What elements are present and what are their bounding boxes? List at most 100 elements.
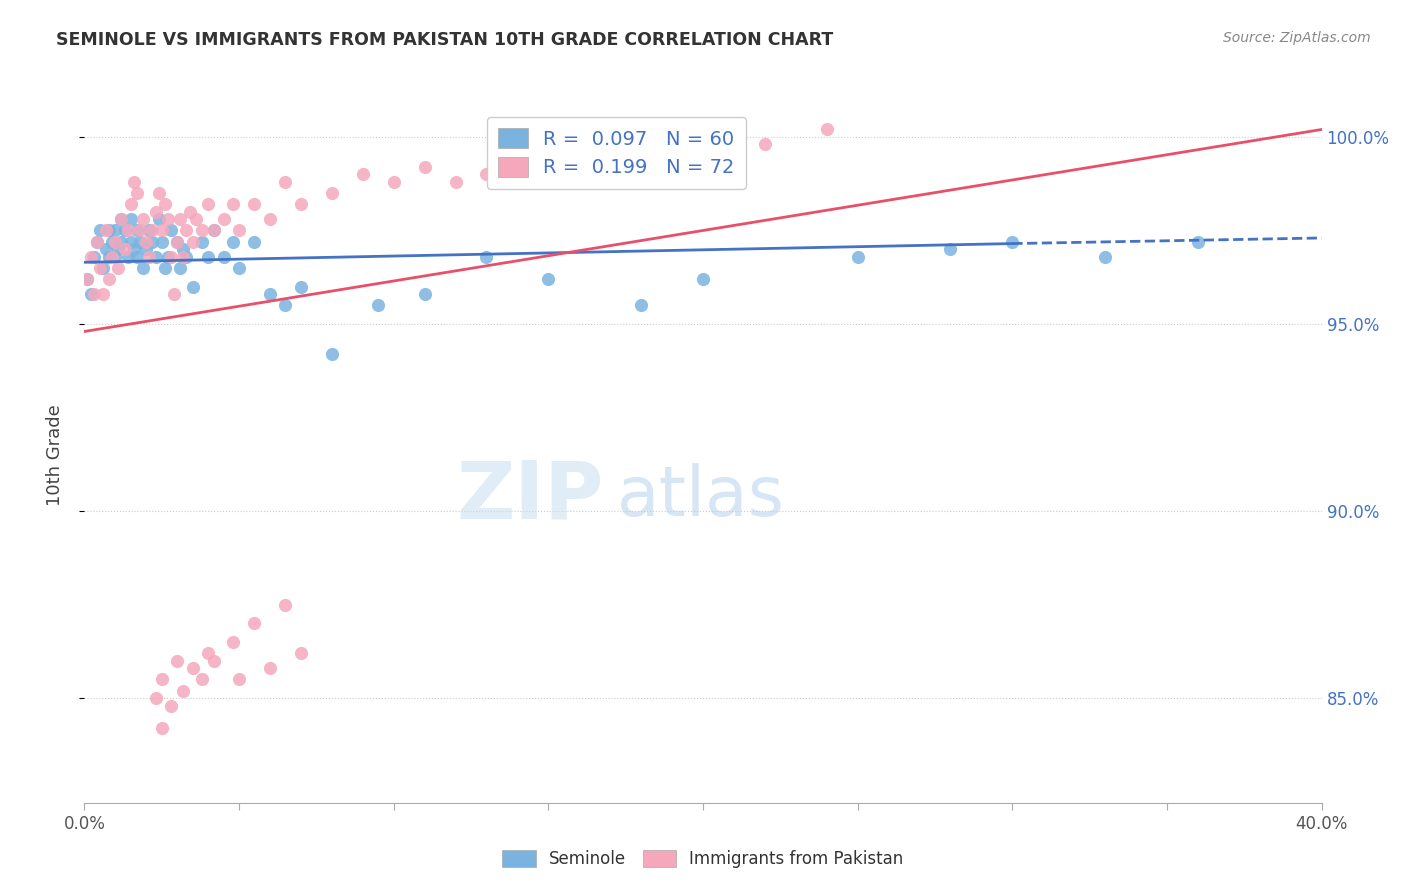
Point [202,223,225,237]
Point [176,250,198,264]
Point [122,175,145,189]
Point [475,167,498,181]
Point [1187,235,1209,249]
Text: SEMINOLE VS IMMIGRANTS FROM PAKISTAN 10TH GRADE CORRELATION CHART: SEMINOLE VS IMMIGRANTS FROM PAKISTAN 10T… [56,31,834,49]
Point [125,223,148,237]
Point [166,235,188,249]
Point [181,235,204,249]
Point [290,197,312,211]
Point [110,212,132,227]
Point [1001,235,1024,249]
Point [135,242,157,256]
Point [259,287,281,301]
Point [104,250,127,264]
Point [150,235,173,249]
Point [132,212,155,227]
Point [243,197,266,211]
Point [83,250,105,264]
Point [117,250,139,264]
Point [122,242,145,256]
Point [181,279,204,293]
Point [114,242,136,256]
Point [754,137,776,152]
Point [156,250,179,264]
Point [145,204,167,219]
Point [160,698,183,713]
Point [104,223,127,237]
Point [191,235,214,249]
Point [91,287,114,301]
Point [692,149,714,163]
Point [939,242,962,256]
Point [169,212,191,227]
Point [274,298,297,312]
Point [382,175,405,189]
Legend: Seminole, Immigrants from Pakistan: Seminole, Immigrants from Pakistan [496,843,910,875]
Point [94,223,117,237]
Point [138,250,160,264]
Point [166,654,188,668]
Point [156,212,179,227]
Point [166,235,188,249]
Point [114,223,136,237]
Point [76,272,98,286]
Point [76,272,98,286]
Point [321,186,343,200]
Point [79,250,101,264]
Point [153,197,176,211]
Point [125,250,148,264]
Point [94,242,117,256]
Point [228,260,250,275]
Point [197,250,219,264]
Point [107,242,129,256]
Point [197,197,219,211]
Point [243,235,266,249]
Point [243,616,266,631]
Point [141,235,163,249]
Point [413,287,436,301]
Point [120,212,142,227]
Point [104,235,127,249]
Point [138,223,160,237]
Point [89,260,111,275]
Point [83,287,105,301]
Point [145,691,167,706]
Point [274,175,297,189]
Point [444,175,467,189]
Point [290,279,312,293]
Point [150,223,173,237]
Point [475,250,498,264]
Point [290,646,312,660]
Point [191,673,214,687]
Point [815,122,838,136]
Point [148,186,170,200]
Point [110,235,132,249]
Point [101,235,124,249]
Point [537,272,560,286]
Text: ZIP: ZIP [457,458,605,536]
Point [125,186,148,200]
Point [274,598,297,612]
Point [184,212,207,227]
Point [692,272,714,286]
Point [179,204,201,219]
Point [222,635,245,649]
Legend: R =  0.097   N = 60, R =  0.199   N = 72: R = 0.097 N = 60, R = 0.199 N = 72 [486,117,747,189]
Point [228,223,250,237]
Point [110,212,132,227]
Point [107,260,129,275]
Point [160,223,183,237]
Point [160,250,183,264]
Point [98,250,121,264]
Point [222,235,245,249]
Point [630,298,652,312]
Point [176,223,198,237]
Point [153,260,176,275]
Point [135,235,157,249]
Point [172,683,194,698]
Point [222,197,245,211]
Point [120,235,142,249]
Point [163,287,186,301]
Point [197,646,219,660]
Point [91,260,114,275]
